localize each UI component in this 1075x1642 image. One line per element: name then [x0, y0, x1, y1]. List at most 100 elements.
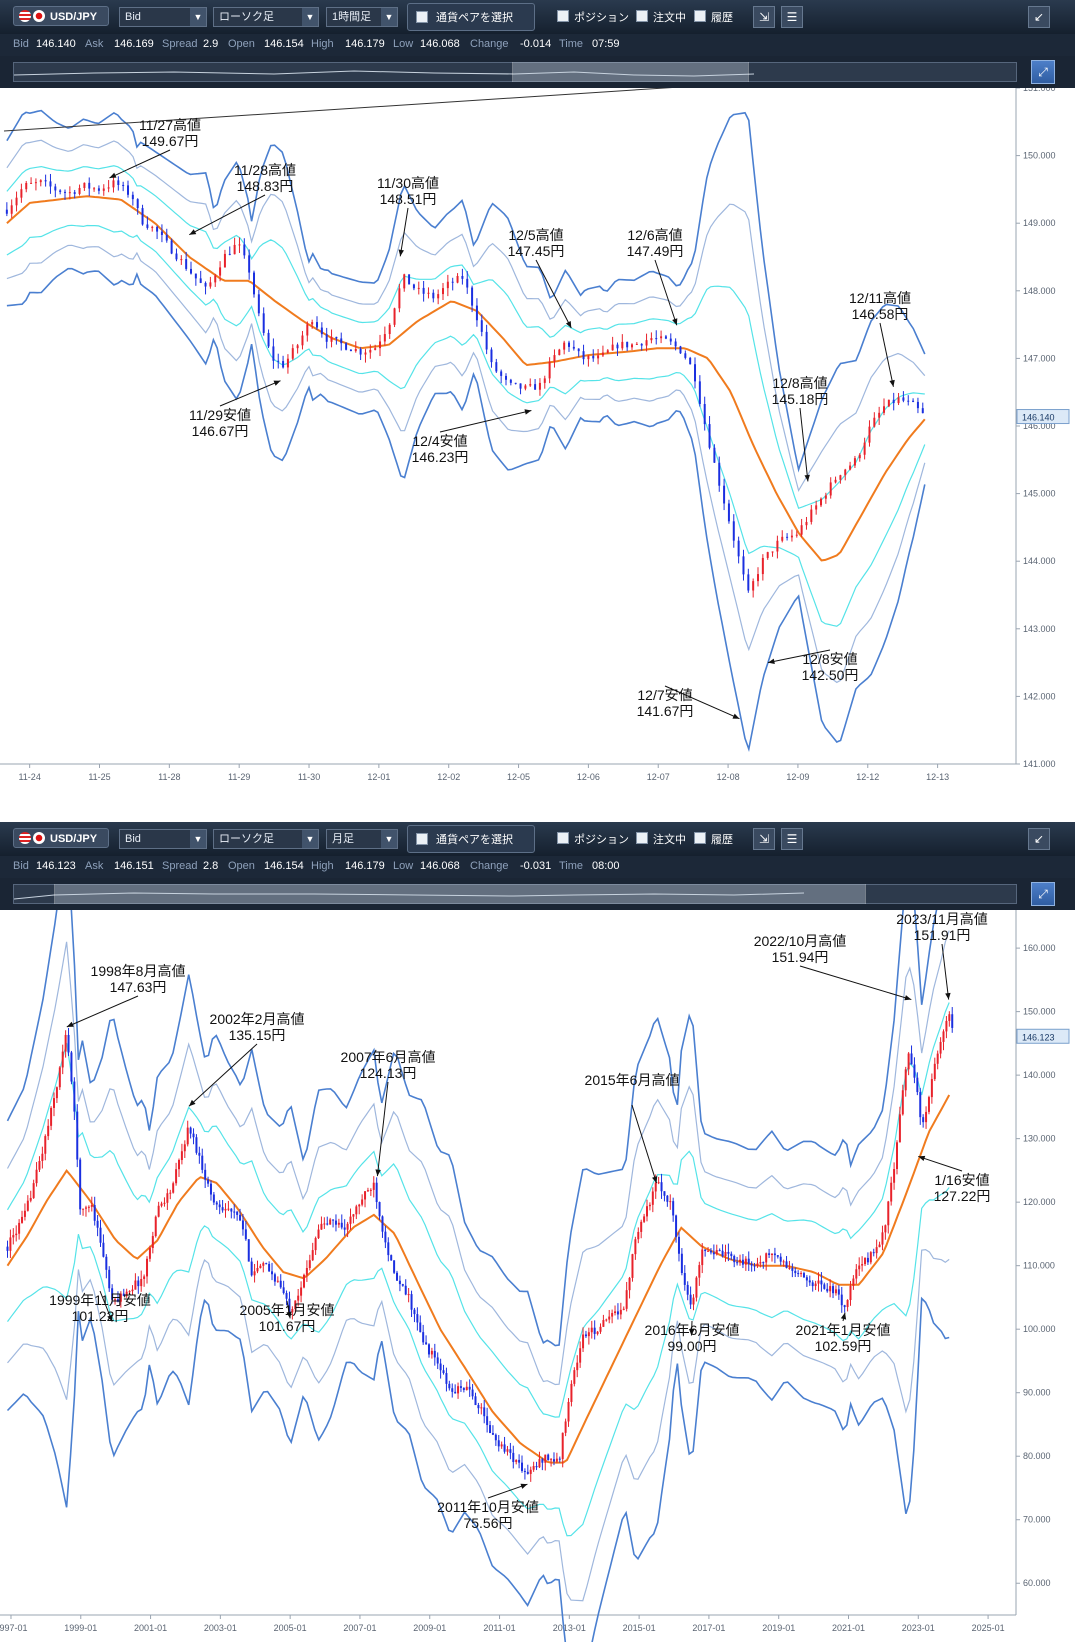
navigator-window[interactable]	[512, 62, 749, 82]
currency-pair-button[interactable]: USD/JPY	[13, 6, 109, 26]
candle-body	[345, 343, 348, 350]
candle-body	[785, 1261, 788, 1268]
candle-body	[87, 1206, 90, 1208]
candle-body	[25, 182, 28, 190]
candle-body	[832, 1286, 835, 1294]
annotation-value: 147.49円	[627, 243, 684, 259]
candle-body	[417, 287, 420, 289]
chart-tool-icon[interactable]: ⇲	[753, 6, 775, 28]
candle-body	[512, 1452, 515, 1463]
candle-body	[611, 1313, 614, 1317]
candle-body	[326, 1223, 329, 1225]
select-pair-checkbox[interactable]	[416, 11, 428, 23]
candle-body	[907, 1053, 910, 1070]
orders-checkbox[interactable]	[636, 832, 648, 844]
select-pair-button[interactable]: 通貨ペアを選択	[407, 3, 535, 31]
annotation-date: 1/16安値	[934, 1172, 989, 1188]
annotation-value: 151.94円	[772, 949, 829, 965]
expand-icon[interactable]: ⤢	[1031, 60, 1055, 84]
candle-body	[131, 194, 134, 200]
candle-body	[698, 381, 701, 405]
candle-body	[146, 1258, 149, 1277]
annotation-value: 151.91円	[914, 927, 971, 943]
y-tick-label: 150.000	[1023, 1007, 1056, 1017]
candle-body	[93, 188, 96, 190]
candle-body	[558, 349, 561, 356]
history-checkbox[interactable]	[694, 10, 706, 22]
candle-body	[561, 1432, 564, 1460]
candle-body	[430, 1350, 433, 1355]
x-tick-label: 2001-01	[134, 1623, 167, 1633]
navigator-window[interactable]	[54, 884, 866, 904]
candle-body	[300, 1287, 303, 1296]
candle-body	[781, 536, 784, 541]
current-price-tag	[1016, 1028, 1070, 1044]
candle-body	[552, 1459, 555, 1462]
candle-body	[209, 282, 212, 287]
minimize-icon[interactable]: ↙	[1028, 828, 1050, 850]
x-tick-label: 11-24	[18, 772, 40, 782]
candle-body	[724, 1251, 727, 1257]
candle-body	[320, 327, 323, 335]
annotation-value: 146.23円	[412, 449, 469, 465]
candle-body	[279, 1280, 282, 1288]
x-tick-label: 12-01	[367, 772, 390, 782]
history-checkbox[interactable]	[694, 832, 706, 844]
candle-body	[555, 1458, 558, 1462]
candle-body	[364, 352, 367, 355]
candle-body	[602, 1320, 605, 1327]
candle-body	[916, 401, 919, 409]
candle-body	[474, 1396, 477, 1406]
x-tick-label: 2007-01	[343, 1623, 376, 1633]
select-pair-label: 通貨ペアを選択	[436, 12, 513, 24]
candle-body	[330, 336, 333, 342]
candle-body	[669, 338, 672, 342]
candle-body	[364, 1191, 367, 1200]
candle-body	[437, 294, 440, 299]
trend-line	[3, 88, 673, 132]
price-type-value: Bid	[125, 833, 141, 845]
chart-style-select[interactable]: ローソク足 ▼	[213, 7, 319, 27]
candle-body	[383, 334, 386, 342]
candle-body	[651, 1191, 654, 1205]
price-type-select[interactable]: Bid ▼	[119, 7, 207, 27]
position-checkbox[interactable]	[557, 832, 569, 844]
minimize-icon[interactable]: ↙	[1028, 6, 1050, 28]
select-pair-checkbox[interactable]	[416, 833, 428, 845]
candle-body	[757, 574, 760, 582]
us-flag-icon	[19, 10, 31, 22]
position-checkbox[interactable]	[557, 10, 569, 22]
time-label: Time	[559, 38, 584, 50]
candle-body	[596, 1331, 599, 1334]
timeframe-select[interactable]: 月足 ▼	[326, 829, 398, 849]
settings-list-icon[interactable]: ☰	[781, 828, 803, 850]
timeframe-select[interactable]: 1時間足 ▼	[326, 7, 398, 27]
candle-body	[366, 1190, 369, 1192]
price-type-select[interactable]: Bid ▼	[119, 829, 207, 849]
orders-checkbox[interactable]	[636, 10, 648, 22]
candle-body	[185, 259, 188, 269]
chart-tool-icon[interactable]: ⇲	[753, 828, 775, 850]
settings-list-icon[interactable]: ☰	[781, 6, 803, 28]
navigator-track[interactable]	[13, 62, 1017, 82]
candle-body	[733, 1256, 736, 1263]
open-label: Open	[228, 38, 255, 50]
candle-body	[776, 1255, 779, 1257]
select-pair-button[interactable]: 通貨ペアを選択	[407, 825, 535, 853]
candle-body	[694, 364, 697, 382]
candle-body	[379, 341, 382, 349]
chart-style-select[interactable]: ローソク足 ▼	[213, 829, 319, 849]
candle-body	[189, 1127, 192, 1134]
bollinger-band-1-lower	[6, 224, 926, 627]
candle-body	[849, 1285, 852, 1301]
candle-body	[361, 1199, 364, 1205]
expand-icon[interactable]: ⤢	[1031, 882, 1055, 906]
navigator-track[interactable]	[13, 884, 1017, 904]
candle-body	[543, 378, 546, 383]
candle-body	[369, 1189, 372, 1191]
annotation-date: 2005年1月安値	[240, 1302, 335, 1318]
jp-flag-icon	[33, 832, 45, 844]
currency-pair-button[interactable]: USD/JPY	[13, 828, 109, 848]
candle-body	[709, 1250, 712, 1253]
